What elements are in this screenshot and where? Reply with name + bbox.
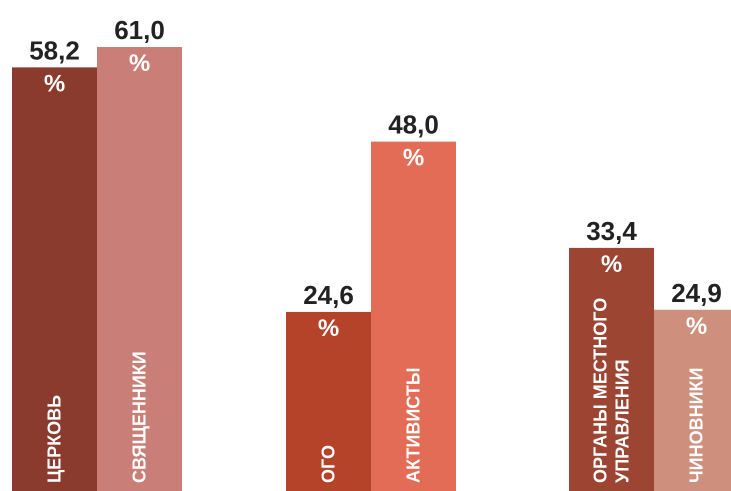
category-label: ЦЕРКОВЬ	[45, 395, 65, 483]
percent-label: %	[686, 313, 707, 340]
bar	[371, 141, 456, 491]
percent-label: %	[403, 145, 424, 172]
percent-label: %	[129, 50, 150, 77]
percent-label: %	[601, 251, 622, 278]
category-label: АКТИВИСТЫ	[404, 368, 424, 483]
bars-layer: 58,2% ЦЕРКОВЬ 61,0% СВЯЩЕННИКИ 24,6% ОГО 48,0%…	[12, 15, 731, 491]
value-label: 24,9	[671, 278, 722, 308]
bar-group: 24,6% ОГО	[286, 280, 371, 491]
category-label: СВЯЩЕННИКИ	[130, 351, 150, 483]
category-label: ОГО	[319, 445, 339, 483]
category-label: ЧИНОВНИКИ	[687, 368, 707, 483]
bar	[654, 309, 731, 491]
bar-group: 58,2% ЦЕРКОВЬ	[12, 35, 97, 491]
category-label: УПРАВЛЕНИЯ	[613, 359, 633, 483]
percent-label: %	[318, 315, 339, 342]
percent-label: %	[44, 70, 65, 97]
bar	[286, 311, 371, 491]
value-label: 33,4	[586, 216, 637, 246]
bar	[97, 47, 182, 491]
bar	[569, 247, 654, 491]
bar-group: 24,9% ЧИНОВНИКИ	[654, 278, 731, 491]
value-label: 58,2	[29, 35, 80, 65]
category-label: ОРГАНЫ МЕСТНОГО	[591, 298, 611, 483]
bar-group: 48,0% АКТИВИСТЫ	[371, 110, 456, 491]
bar-group: 33,4% ОРГАНЫ МЕСТНОГО УПРАВЛЕНИЯ	[569, 216, 654, 491]
value-label: 48,0	[388, 110, 439, 140]
value-label: 24,6	[303, 280, 354, 310]
bar-group: 61,0% СВЯЩЕННИКИ	[97, 15, 182, 491]
value-label: 61,0	[114, 15, 165, 45]
bar	[12, 67, 97, 491]
